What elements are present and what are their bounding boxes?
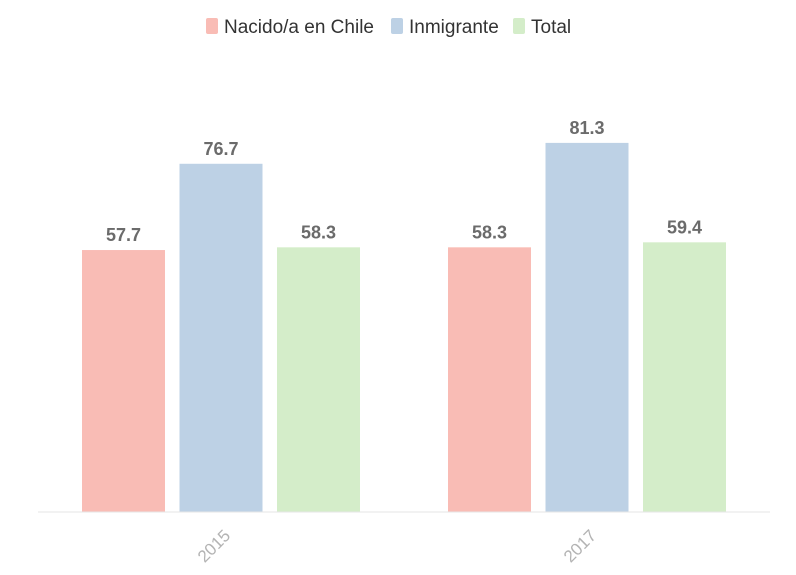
bar-2017-2[interactable] xyxy=(643,242,726,512)
value-label-2015-1: 76.7 xyxy=(203,139,238,159)
x-tick-label-2015: 2015 xyxy=(194,526,234,566)
value-label-2017-2: 59.4 xyxy=(667,217,702,237)
legend-label-0[interactable]: Nacido/a en Chile xyxy=(224,17,374,38)
bar-2015-1[interactable] xyxy=(179,163,263,513)
value-label-2015-0: 57.7 xyxy=(106,225,141,245)
value-label-2017-1: 81.3 xyxy=(569,118,604,138)
bars xyxy=(82,142,726,513)
legend-label-2[interactable]: Total xyxy=(531,17,571,38)
x-axis-ticks: 2015 2017 xyxy=(194,526,600,566)
legend: Nacido/a en Chile Inmigrante Total xyxy=(206,17,571,38)
legend-swatch-2[interactable] xyxy=(513,18,525,34)
legend-label-1[interactable]: Inmigrante xyxy=(409,17,499,38)
x-tick-label-2017: 2017 xyxy=(560,526,600,566)
bar-2017-0[interactable] xyxy=(448,247,531,512)
value-label-2015-2: 58.3 xyxy=(301,222,336,242)
bar-2015-0[interactable] xyxy=(82,250,165,513)
legend-swatch-1[interactable] xyxy=(391,18,403,34)
bar-2015-2[interactable] xyxy=(277,247,360,512)
bar-2017-1[interactable] xyxy=(545,142,629,512)
data-labels: 57.7 76.7 58.3 58.3 81.3 59.4 xyxy=(106,118,702,245)
value-label-2017-0: 58.3 xyxy=(472,222,507,242)
legend-swatch-0[interactable] xyxy=(206,18,218,34)
